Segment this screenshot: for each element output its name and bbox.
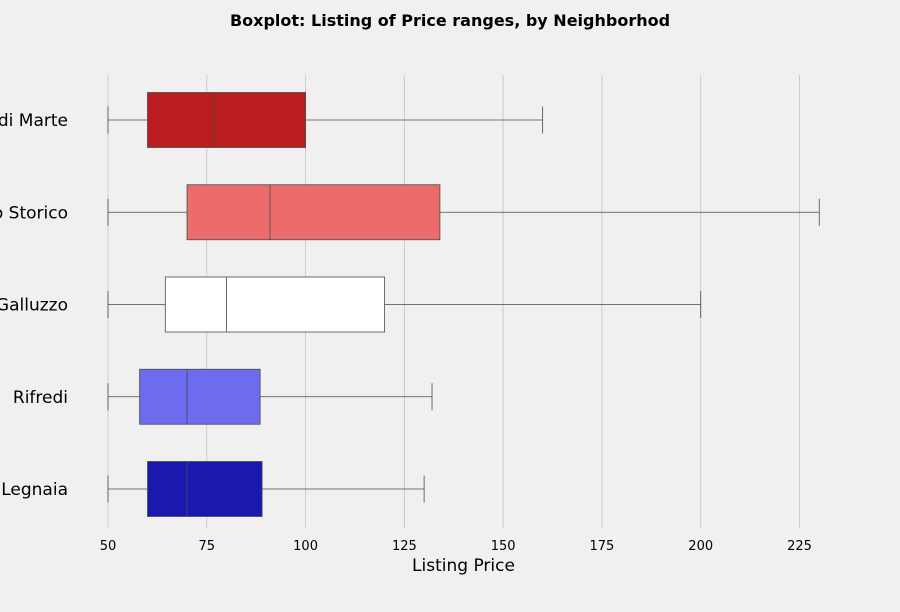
box-group: [107, 276, 702, 333]
y-tick-label: Campo di Marte: [0, 111, 68, 131]
chart-title: Boxplot: Listing of Price ranges, by Nei…: [230, 11, 670, 30]
box-group: [107, 92, 544, 148]
box-group: [107, 368, 433, 425]
box-iqr: [139, 368, 261, 425]
y-tick-label: Rifredi: [13, 388, 68, 408]
x-tick-label: 75: [199, 539, 216, 554]
x-tick-label: 225: [787, 539, 812, 554]
x-tick-label: 50: [100, 539, 117, 554]
box-iqr: [147, 461, 263, 517]
box-iqr: [186, 184, 441, 241]
x-axis-label: Listing Price: [412, 556, 515, 576]
y-tick-label: Isolotto Legnaia: [0, 480, 68, 500]
x-tick-label: 100: [293, 539, 318, 554]
box-group: [107, 184, 820, 241]
x-tick-label: 200: [688, 539, 713, 554]
x-tick-label: 175: [590, 539, 615, 554]
x-tick-label: 125: [392, 539, 417, 554]
box-iqr: [164, 276, 386, 333]
x-axis-ticks: 50 75 100 125 150 175 200 225: [100, 539, 812, 554]
y-tick-label: Gavinana Galluzzo: [0, 296, 68, 316]
y-axis-ticks: Campo di Marte Centro Storico Gavinana Gal…: [0, 111, 68, 500]
box-series: [107, 92, 820, 517]
x-tick-label: 150: [491, 539, 516, 554]
box-iqr: [147, 92, 306, 148]
y-tick-label: Centro Storico: [0, 203, 68, 223]
box-group: [107, 461, 425, 517]
